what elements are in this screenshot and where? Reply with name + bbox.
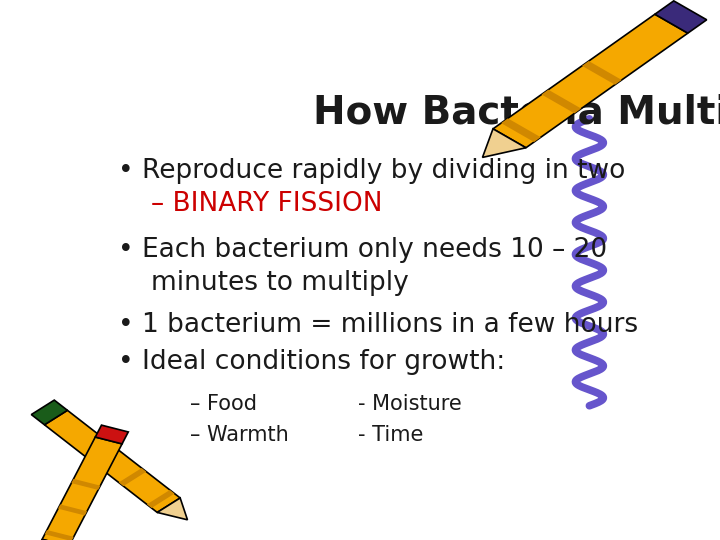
Text: - Time: - Time [358,425,423,445]
Polygon shape [42,437,122,540]
Polygon shape [45,410,180,512]
Text: • Reproduce rapidly by dividing in two: • Reproduce rapidly by dividing in two [118,158,625,184]
Polygon shape [95,425,128,444]
Polygon shape [541,90,581,113]
Text: – BINARY FISSION: – BINARY FISSION [151,191,383,217]
Polygon shape [157,498,187,520]
Polygon shape [45,530,73,540]
Polygon shape [119,468,146,486]
Text: • Ideal conditions for growth:: • Ideal conditions for growth: [118,349,505,375]
Text: minutes to multiply: minutes to multiply [151,270,409,296]
Polygon shape [493,14,688,148]
Polygon shape [91,446,118,464]
Polygon shape [147,490,174,508]
Polygon shape [582,61,621,85]
Text: – Warmth: – Warmth [190,425,289,445]
Text: How Bacteria Multiply: How Bacteria Multiply [313,94,720,132]
Polygon shape [32,400,68,425]
Text: • 1 bacterium = millions in a few hours: • 1 bacterium = millions in a few hours [118,312,638,338]
Text: - Moisture: - Moisture [358,394,462,414]
Polygon shape [482,129,526,157]
Text: • Each bacterium only needs 10 – 20: • Each bacterium only needs 10 – 20 [118,237,607,263]
Polygon shape [501,118,541,142]
Polygon shape [58,504,87,516]
Polygon shape [71,479,100,490]
Polygon shape [655,1,707,33]
Text: – Food: – Food [190,394,258,414]
Polygon shape [42,539,69,540]
